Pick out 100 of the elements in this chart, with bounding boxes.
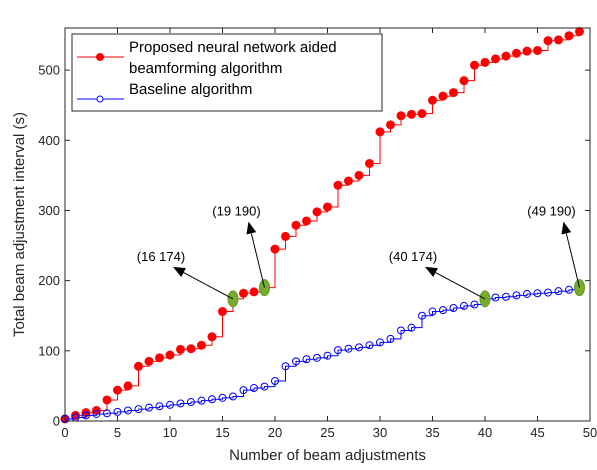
y-tick-label: 300 [38, 202, 60, 218]
point [176, 344, 185, 354]
point [376, 338, 384, 346]
x-tick-label: 30 [372, 425, 388, 440]
x-tick-label: 25 [320, 425, 335, 440]
point [460, 302, 468, 310]
point [144, 356, 154, 366]
point [449, 88, 458, 98]
point [502, 292, 510, 301]
point [282, 362, 290, 370]
point [124, 406, 132, 414]
point [218, 394, 226, 402]
point [534, 289, 542, 298]
point [366, 341, 374, 350]
point [250, 287, 258, 296]
point [397, 326, 405, 334]
point [386, 334, 394, 343]
legend-label: Baseline algorithm [129, 81, 252, 98]
point [92, 410, 100, 418]
x-axis-title: Number of beam adjustments [229, 447, 426, 464]
point [166, 350, 174, 360]
point [260, 382, 268, 391]
point [396, 111, 406, 120]
x-tick-label: 50 [582, 425, 597, 440]
point [229, 392, 237, 400]
point [438, 92, 448, 101]
legend-label: Proposed neural network aided beamforming algorithm [129, 39, 337, 77]
point [270, 244, 280, 254]
annotation: (49 190) [527, 204, 576, 219]
y-axis-title: Total beam adjustment interval (s) [11, 112, 28, 338]
point [198, 396, 206, 405]
point [197, 340, 206, 350]
point [533, 46, 542, 55]
point [176, 399, 184, 408]
point [418, 312, 426, 320]
point [240, 386, 248, 394]
point [334, 180, 342, 190]
point [480, 58, 490, 67]
point [544, 36, 552, 46]
point [302, 355, 310, 364]
point [365, 158, 374, 168]
point [376, 127, 384, 136]
point [575, 27, 584, 36]
point [114, 408, 122, 416]
point [145, 404, 153, 412]
point [564, 31, 574, 40]
point [186, 344, 196, 354]
point [554, 287, 562, 296]
point [344, 176, 353, 186]
point [512, 291, 520, 300]
point [250, 384, 258, 392]
point [428, 96, 437, 105]
point [239, 288, 248, 298]
point [450, 304, 458, 312]
point [554, 35, 563, 44]
point [313, 354, 321, 362]
point [344, 344, 352, 353]
point [134, 362, 143, 371]
point [281, 232, 290, 241]
x-tick-label: 40 [478, 425, 492, 440]
point [407, 110, 416, 119]
point [334, 346, 342, 354]
point [166, 400, 174, 409]
point [124, 381, 132, 390]
point [72, 413, 80, 422]
point [155, 353, 164, 362]
point [102, 395, 112, 404]
point [134, 405, 142, 414]
y-tick-label: 400 [38, 132, 60, 148]
point [218, 307, 227, 316]
x-tick-label: 20 [268, 425, 282, 440]
point [82, 411, 90, 420]
point [439, 306, 447, 314]
point [502, 52, 510, 61]
y-tick-label: 200 [38, 273, 60, 288]
point [208, 395, 216, 404]
point [492, 293, 500, 302]
point [187, 398, 195, 406]
point [418, 109, 426, 118]
point [355, 343, 363, 352]
x-tick-label: 10 [162, 425, 178, 440]
point [113, 386, 122, 395]
point [491, 54, 500, 64]
point [324, 352, 332, 360]
point [522, 46, 532, 56]
point [408, 324, 416, 332]
annotation: (40 174) [388, 248, 438, 264]
point [470, 60, 479, 70]
point [156, 402, 164, 410]
x-tick-label: 15 [215, 425, 230, 440]
y-tick-label: 500 [38, 62, 60, 78]
point [302, 216, 311, 226]
point [386, 120, 395, 130]
point [565, 286, 573, 294]
point [271, 377, 279, 385]
point [512, 48, 521, 58]
point [354, 170, 364, 180]
point [428, 308, 436, 316]
point [292, 220, 300, 230]
x-tick-label: 45 [530, 425, 545, 440]
